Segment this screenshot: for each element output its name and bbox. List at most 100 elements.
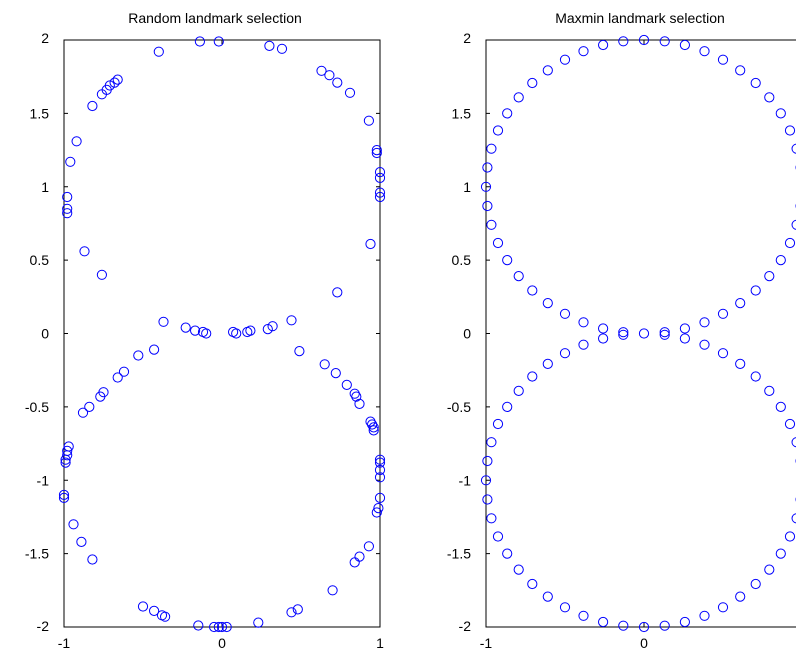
data-point xyxy=(618,327,629,338)
data-point xyxy=(542,591,553,602)
data-point xyxy=(775,548,786,559)
data-point xyxy=(216,621,228,633)
y-tick-label: 2 xyxy=(463,30,471,46)
data-point xyxy=(316,65,327,76)
data-point xyxy=(60,454,71,465)
y-tick-label: -0.5 xyxy=(447,399,471,415)
y-tick-label: 1.5 xyxy=(30,105,50,121)
y-tick-label: -1.5 xyxy=(447,546,471,562)
data-point xyxy=(578,339,589,350)
data-point xyxy=(374,172,386,183)
data-point xyxy=(486,143,497,154)
data-point xyxy=(502,548,513,559)
data-point xyxy=(492,418,504,430)
axes-frame xyxy=(63,39,381,628)
x-tick-label: 0 xyxy=(640,635,648,651)
data-point xyxy=(349,388,360,399)
data-point xyxy=(492,125,504,136)
data-point xyxy=(374,457,386,468)
data-point xyxy=(374,472,386,483)
data-point xyxy=(374,454,386,465)
data-point xyxy=(513,271,524,282)
data-point xyxy=(109,77,120,88)
data-point xyxy=(618,329,629,340)
x-tick-label: -1 xyxy=(480,635,493,651)
data-point xyxy=(368,422,379,433)
data-point xyxy=(58,492,70,503)
data-point xyxy=(112,74,123,85)
data-point xyxy=(344,87,356,98)
data-point xyxy=(638,34,650,46)
data-point xyxy=(482,200,493,212)
data-point xyxy=(87,100,98,112)
maxmin-landmark-panel: Maxmin landmark selection -2 -1.5 -1 -0.5 0 0… xyxy=(447,10,796,651)
data-point xyxy=(775,401,786,412)
data-point xyxy=(791,143,796,154)
data-point xyxy=(482,494,493,505)
data-point xyxy=(149,605,160,617)
data-point xyxy=(267,321,278,332)
data-point xyxy=(367,419,378,430)
data-point xyxy=(190,325,201,336)
data-point xyxy=(775,108,786,119)
data-point xyxy=(559,54,571,65)
data-point xyxy=(699,46,710,57)
chart-title: Random landmark selection xyxy=(128,10,302,26)
data-point xyxy=(735,591,746,602)
data-point xyxy=(784,237,796,249)
data-point xyxy=(513,385,524,396)
data-point xyxy=(717,308,729,319)
data-point xyxy=(542,298,553,309)
data-point xyxy=(368,425,379,436)
data-point xyxy=(659,329,670,340)
data-point xyxy=(735,358,746,369)
data-point xyxy=(527,578,538,590)
axes-frame xyxy=(485,39,796,628)
data-point xyxy=(371,507,382,518)
data-point xyxy=(118,366,130,377)
data-point xyxy=(480,181,492,192)
data-point xyxy=(502,255,513,266)
random-landmark-panel: Random landmark selection -2 -1.5 -1 -0.5 0 0… xyxy=(25,10,386,651)
data-point xyxy=(330,368,341,379)
data-point xyxy=(294,346,305,357)
data-point xyxy=(502,108,513,119)
data-point xyxy=(137,601,149,612)
data-point xyxy=(133,350,144,361)
y-tick-label: -1 xyxy=(459,472,472,488)
data-point xyxy=(638,328,650,339)
data-point xyxy=(791,513,796,524)
data-point xyxy=(717,54,729,65)
data-point xyxy=(77,407,89,418)
data-point xyxy=(542,358,553,369)
data-point xyxy=(764,385,775,396)
data-point xyxy=(578,610,589,621)
data-point xyxy=(374,167,386,178)
data-point xyxy=(112,372,123,383)
y-tick-label: 1.5 xyxy=(452,105,472,121)
data-point xyxy=(784,418,796,430)
data-point xyxy=(482,162,493,173)
data-point xyxy=(717,348,729,359)
data-point xyxy=(319,359,330,370)
data-point xyxy=(750,77,761,89)
data-point xyxy=(71,136,82,147)
data-point xyxy=(679,333,691,344)
data-point xyxy=(160,611,171,622)
data-point xyxy=(363,115,374,126)
data-point xyxy=(598,323,609,334)
data-point xyxy=(84,401,95,412)
data-point xyxy=(659,327,670,338)
data-point xyxy=(750,285,761,296)
data-point xyxy=(513,564,524,575)
data-point xyxy=(68,519,79,530)
data-point xyxy=(87,554,98,565)
y-tick-label: 1 xyxy=(41,179,49,195)
data-point xyxy=(791,219,796,230)
x-tick-label: -1 xyxy=(58,635,71,651)
data-point xyxy=(213,621,224,633)
data-point xyxy=(365,416,376,427)
data-point xyxy=(679,323,691,334)
data-point xyxy=(374,191,386,203)
y-tick-label: -0.5 xyxy=(25,399,49,415)
